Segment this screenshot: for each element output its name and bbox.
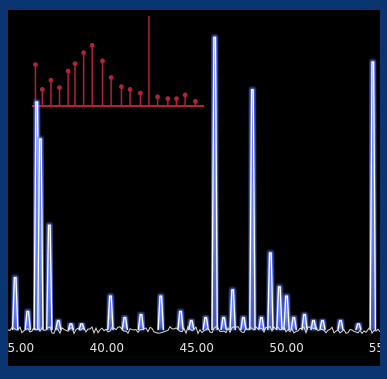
spectrum-chart: 35.00 40.00 45.00 50.00 55 (8, 15, 380, 355)
spectrum-peak-line (337, 320, 344, 331)
spectrum-peak (66, 321, 76, 331)
spectrum-peak-line (37, 138, 44, 331)
spectrum-peak-line (107, 295, 114, 331)
x-tick-label: 55 (369, 341, 380, 355)
spectrum-peak (335, 318, 346, 331)
spectrum-peaks (10, 35, 378, 331)
spectrum-peak-line (290, 317, 297, 331)
x-axis-ticks: 35.00 40.00 45.00 50.00 55 (8, 341, 380, 355)
spectrum-baseline (8, 325, 380, 335)
spectrum-peak (238, 315, 248, 331)
spectrum-peak (265, 251, 275, 331)
inset-stick-marker (39, 87, 45, 92)
spectrum-peak (186, 318, 196, 331)
spectrum-peak (156, 294, 166, 331)
inset-stick-marker (72, 61, 78, 67)
spectrum-peak-line (55, 320, 62, 331)
spectrum-peak-line (157, 295, 165, 331)
spectrum-peak (35, 137, 45, 331)
spectrum-peak (299, 312, 310, 331)
inset-stick-marker (182, 92, 188, 98)
spectrum-peak-line (188, 320, 195, 331)
spectrum-peak-line (258, 317, 265, 331)
inset-stick-marker (174, 96, 179, 102)
spectrum-peak-line (121, 317, 129, 331)
spectrum-peak (105, 294, 116, 331)
spectrum-peak (281, 294, 292, 331)
spectrum-peak-line (202, 317, 209, 331)
spectrum-peak-line (267, 252, 274, 331)
inset-stick-marker (57, 85, 62, 90)
spectrum-peak-line (220, 317, 227, 331)
inset-stick-marker (48, 77, 54, 83)
inset-stick-marker (127, 87, 133, 92)
inset-stick-marker (165, 96, 171, 102)
spectrum-peak (136, 312, 146, 331)
spectrum-peak-line (211, 36, 218, 331)
spectrum-peak-line (355, 323, 362, 331)
inset-stick-marker (137, 90, 143, 96)
spectrum-peak-line (276, 286, 283, 331)
inset-stick-marker (155, 94, 160, 100)
spectrum-peak (317, 318, 328, 331)
inset-stick-marker (65, 68, 71, 74)
spectrum-peak (274, 284, 284, 331)
spectrum-peak (120, 315, 130, 331)
spectrum-peak (308, 318, 319, 331)
spectrum-peak-line (46, 224, 53, 331)
spectrum-peak (353, 321, 363, 331)
spectrum-peak-line (319, 320, 326, 331)
spectrum-peak-line (249, 89, 256, 331)
x-tick-label: 40.00 (90, 341, 124, 355)
spectrum-peak (210, 35, 220, 331)
spectrum-peak (77, 321, 87, 331)
inset-stick-marker (108, 75, 114, 80)
spectrum-peak-line (369, 61, 377, 331)
x-tick-label: 45.00 (180, 341, 214, 355)
spectrum-peak-line (240, 317, 247, 331)
spectrum-peak-line (229, 289, 236, 331)
inset-spectrum (32, 15, 204, 107)
inset-stick-marker (33, 62, 38, 67)
spectrum-peak-line (310, 320, 317, 331)
spectrum-peak-line (283, 295, 290, 331)
spectrum-peak (44, 223, 54, 331)
spectrum-peak (289, 315, 299, 331)
inset-stick-marker (81, 50, 86, 56)
spectrum-peak (256, 315, 266, 331)
spectrum-peak-line (67, 323, 75, 331)
plot-area: 35.00 40.00 45.00 50.00 55 (8, 10, 380, 366)
inset-stick-marker (89, 42, 95, 48)
spectrum-peak (247, 87, 258, 331)
spectrum-peak (201, 315, 211, 331)
spectrum-peak (228, 287, 238, 331)
spectrum-peak-line (78, 323, 85, 331)
inset-stick-marker (119, 84, 124, 90)
spectrum-peak-line (24, 310, 32, 331)
spectrum-peak (23, 309, 33, 331)
spectrum-peak (10, 275, 20, 331)
spectrum-peak (219, 315, 229, 331)
x-tick-label: 50.00 (269, 341, 303, 355)
spectrum-peak (53, 318, 63, 331)
spectrum-peak (368, 60, 378, 331)
spectrum-peak (175, 309, 186, 331)
spectrum-peak-line (177, 310, 184, 331)
spectrum-peak-line (11, 276, 19, 331)
spectrum-peak-line (301, 313, 308, 331)
inset-stick-marker (193, 99, 198, 104)
x-tick-label: 35.00 (8, 341, 34, 355)
spectrum-peak-line (137, 313, 145, 331)
inset-stick-marker (100, 58, 105, 64)
